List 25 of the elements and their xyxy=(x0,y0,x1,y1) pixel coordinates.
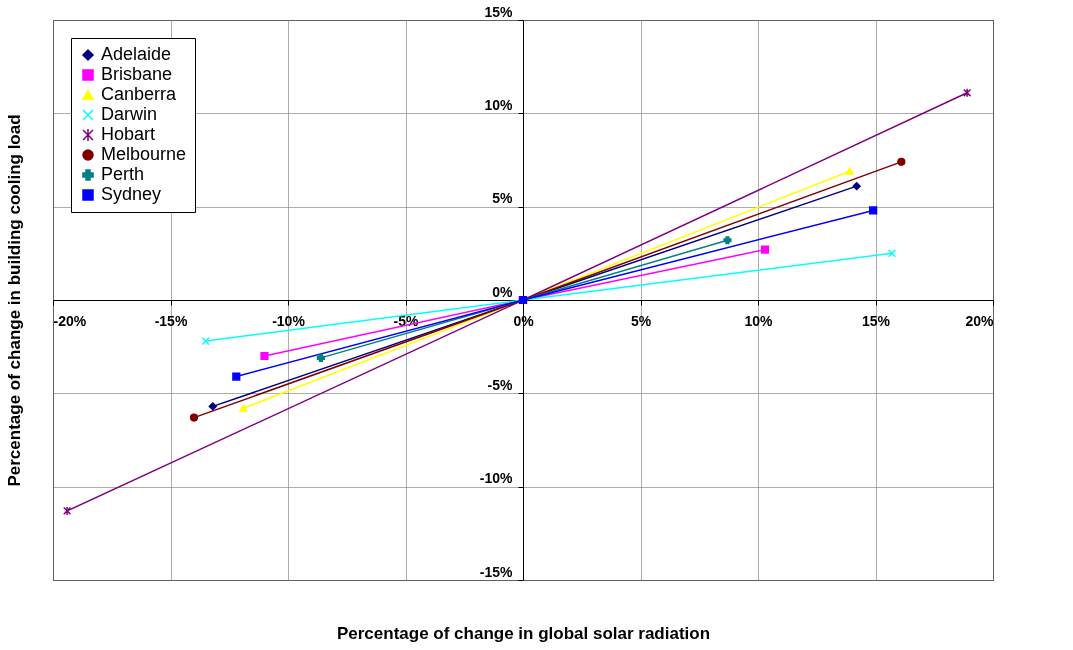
x-tick-label: 15% xyxy=(861,312,891,329)
legend-label: Canberra xyxy=(101,84,178,104)
x-axis-title: Percentage of change in global solar radiation xyxy=(336,623,711,643)
y-axis-title: Percentage of change in building cooling load xyxy=(4,114,24,487)
legend-label: Brisbane xyxy=(101,64,173,84)
y-tick-label: 0% xyxy=(492,283,514,300)
x-tick-label: 10% xyxy=(744,312,774,329)
legend-label: Adelaide xyxy=(101,44,172,64)
legend-label: Darwin xyxy=(101,104,158,124)
y-tick-label: -10% xyxy=(479,470,514,487)
x-tick-label: -15% xyxy=(154,312,188,329)
legend-label: Sydney xyxy=(101,184,162,204)
y-tick-label: -5% xyxy=(487,376,514,393)
legend-label: Melbourne xyxy=(101,144,187,164)
legend-label: Perth xyxy=(101,164,145,184)
x-tick-label: -20% xyxy=(53,312,87,329)
legend-label: Hobart xyxy=(101,124,156,144)
y-tick-label: 5% xyxy=(492,190,514,207)
x-tick-label: -10% xyxy=(272,312,306,329)
y-tick-label: -15% xyxy=(479,563,514,580)
x-tick-label: 20% xyxy=(965,312,995,329)
x-tick-label: 5% xyxy=(630,312,652,329)
y-tick-label: 10% xyxy=(484,96,514,113)
y-tick-label: 15% xyxy=(484,3,514,20)
x-tick-label: -5% xyxy=(393,312,419,329)
